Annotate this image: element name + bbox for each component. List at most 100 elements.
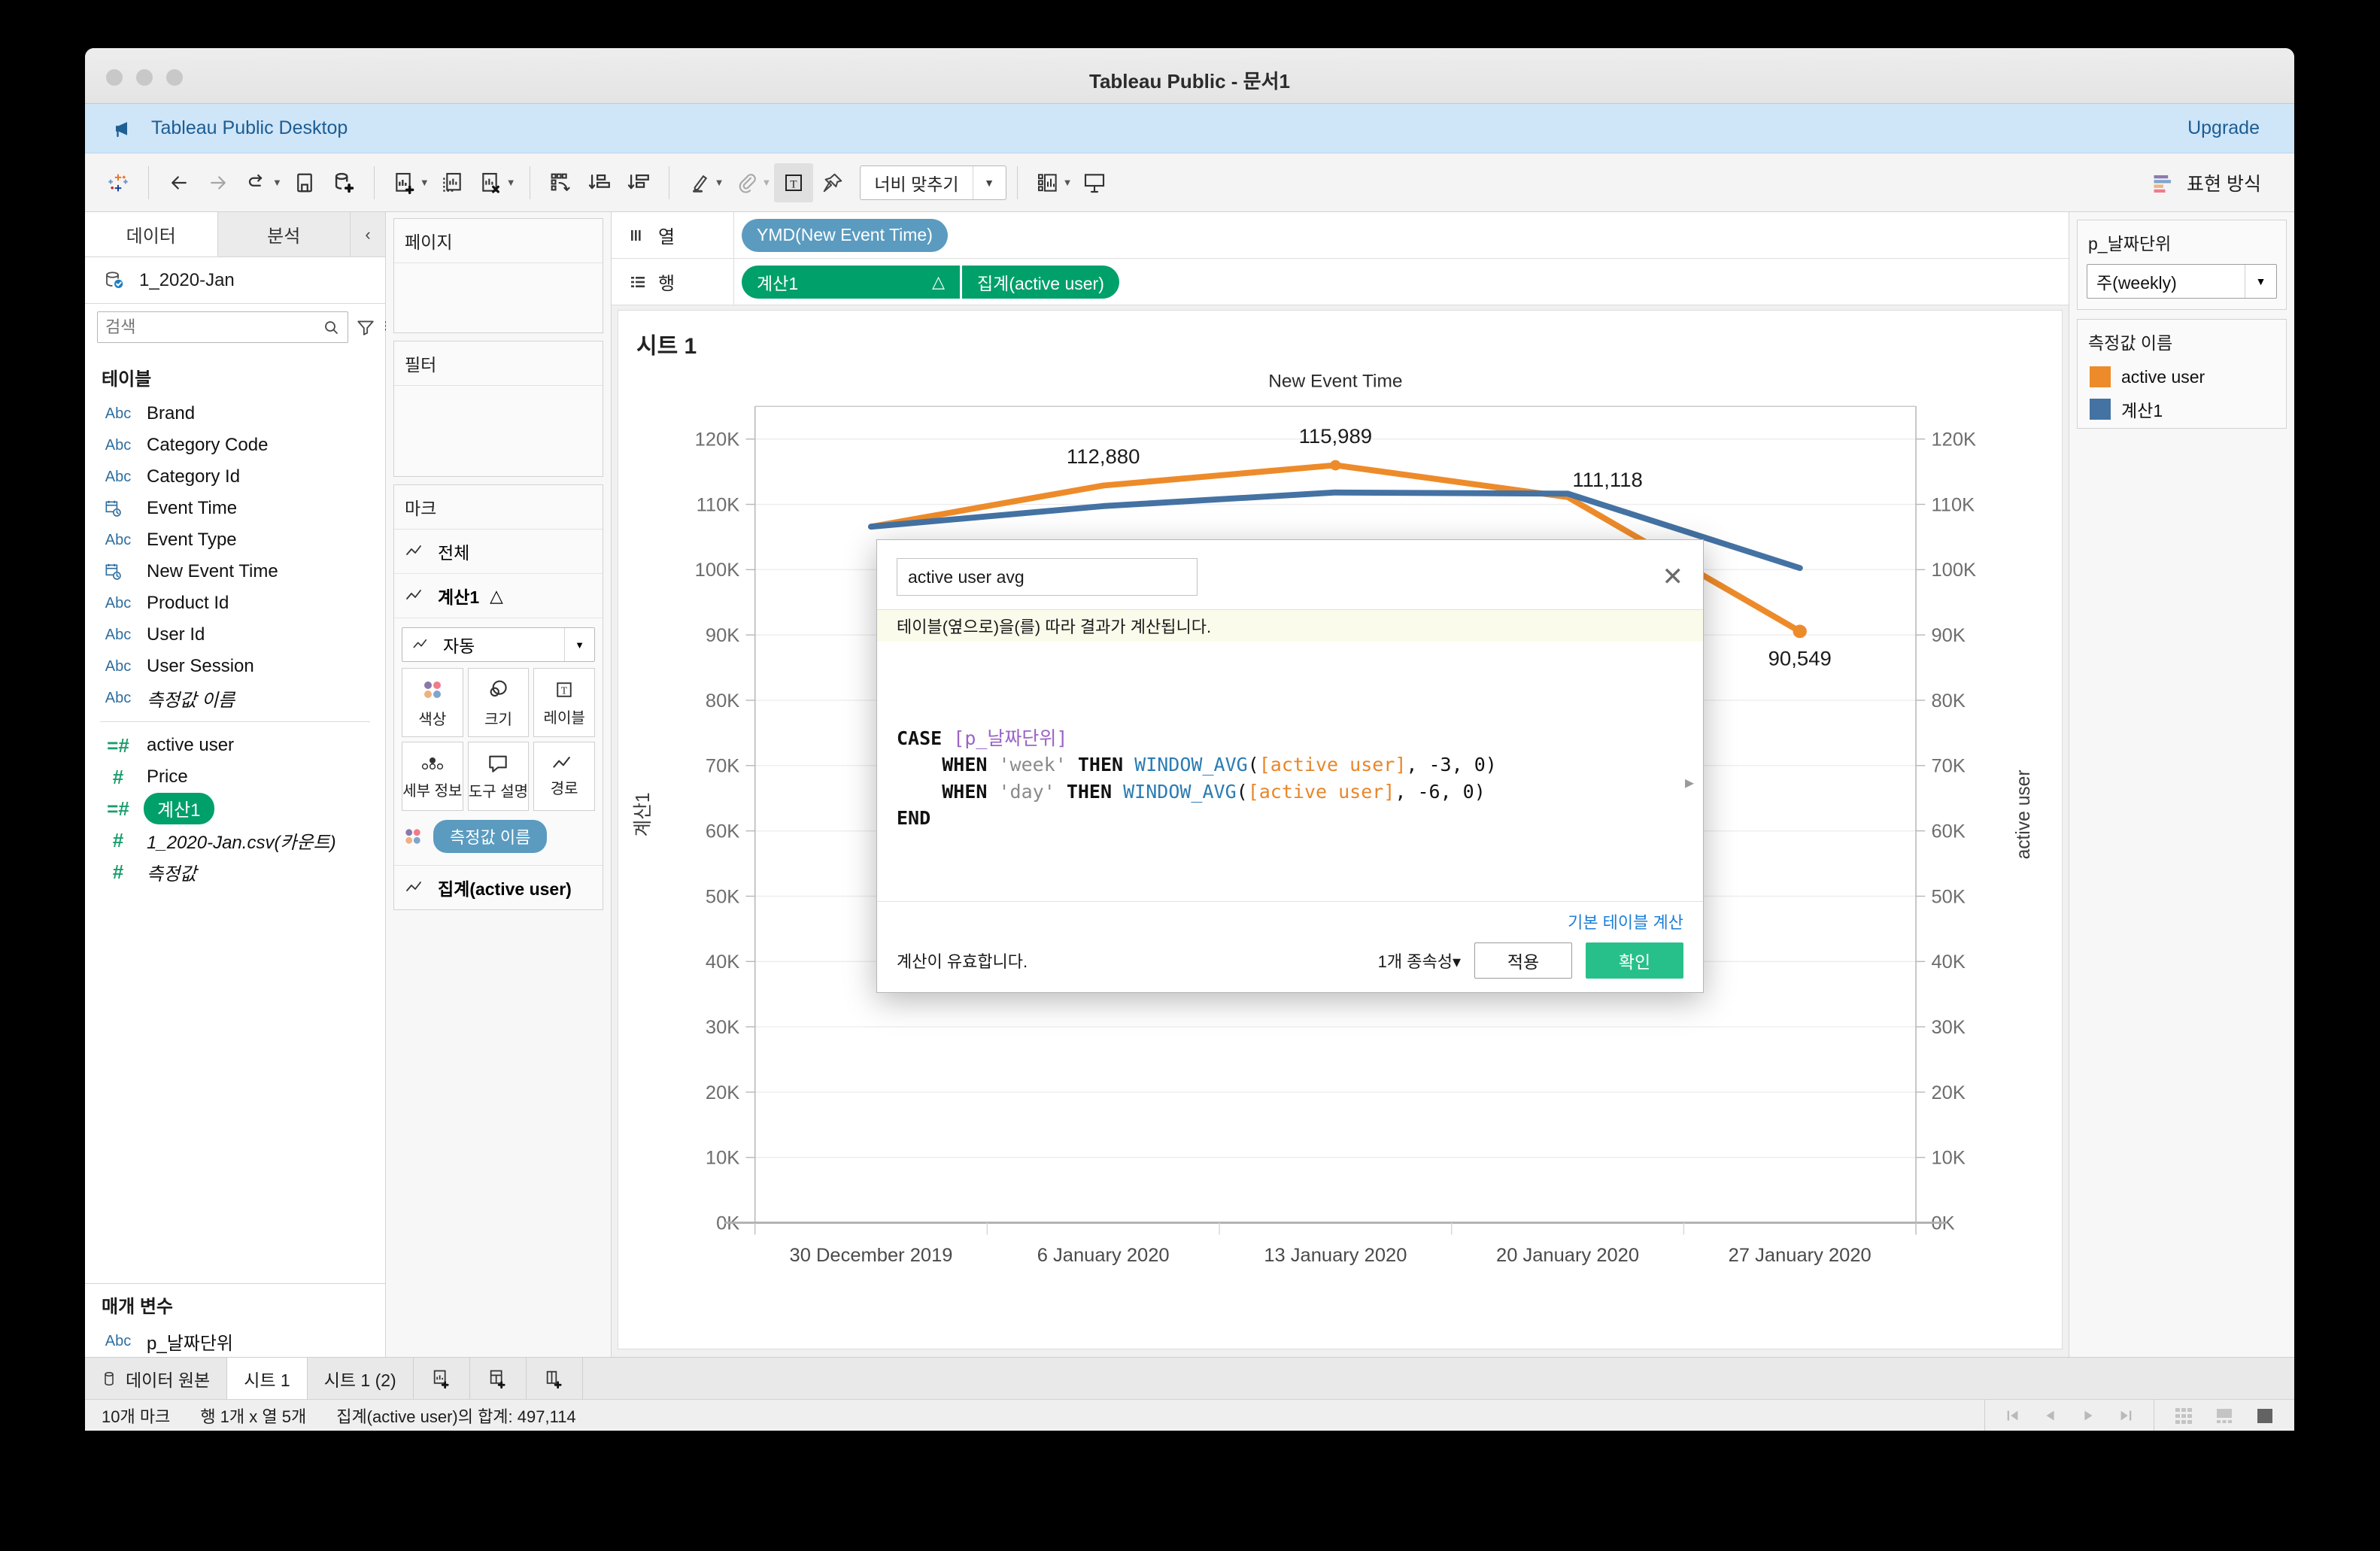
label-shelf-button[interactable]: T 레이블	[533, 668, 595, 737]
new-worksheet-tab-button[interactable]	[414, 1358, 470, 1399]
measure-field[interactable]: =# 계산1	[85, 793, 385, 824]
datasource-tab[interactable]: 데이터 원본	[85, 1358, 228, 1399]
chevron-down-icon[interactable]: ▾	[1452, 952, 1461, 971]
close-icon[interactable]: ✕	[1662, 563, 1684, 591]
show-cards-icon[interactable]	[1028, 163, 1067, 202]
new-story-tab-button[interactable]	[527, 1358, 583, 1399]
page-nav-controls[interactable]	[1984, 1400, 2154, 1431]
calculation-editor-dialog[interactable]: ✕ 테이블(옆으로)을(를) 따라 결과가 계산됩니다. ▶ CASE [p_날…	[876, 539, 1704, 993]
expand-right-icon[interactable]: ▶	[1684, 772, 1694, 791]
forward-arrow-icon[interactable]	[199, 163, 238, 202]
calculation-formula-editor[interactable]: ▶ CASE [p_날짜단위] WHEN 'week' THEN WINDOW_…	[877, 642, 1703, 901]
window-controls[interactable]	[106, 69, 183, 86]
view-mode-controls[interactable]	[2154, 1400, 2294, 1431]
new-worksheet-caret-icon[interactable]: ▼	[419, 177, 430, 188]
measure-field[interactable]: # Price	[85, 761, 385, 793]
tooltip-shelf-button[interactable]: 도구 설명	[467, 742, 530, 811]
tab-analytics[interactable]: 분석	[217, 212, 351, 256]
show-cards-caret-icon[interactable]: ▼	[1062, 177, 1073, 188]
new-data-source-icon[interactable]	[324, 163, 363, 202]
card-view-icon[interactable]	[2215, 1406, 2234, 1425]
maximize-window-button[interactable]	[166, 69, 183, 86]
default-table-calc-link[interactable]: 기본 테이블 계산	[1568, 913, 1683, 932]
columns-dropzone[interactable]: YMD(New Event Time)	[733, 212, 2069, 258]
mark-row-calc1[interactable]: 계산1 △	[394, 574, 603, 618]
dimension-field[interactable]: Abc Category Id	[85, 461, 385, 493]
size-shelf-button[interactable]: 크기	[467, 668, 530, 737]
presentation-icon[interactable]	[1075, 163, 1114, 202]
attach-icon[interactable]	[727, 163, 767, 202]
sheet-tab-1-2[interactable]: 시트 1 (2)	[308, 1358, 414, 1399]
dependency-dropdown[interactable]: 1개 종속성▾	[1378, 949, 1461, 973]
duplicate-sheet-icon[interactable]	[433, 163, 472, 202]
sheet-tab-1[interactable]: 시트 1	[227, 1358, 308, 1399]
mark-type-selector[interactable]: 자동 ▼	[402, 627, 595, 662]
sort-descending-icon[interactable]	[619, 163, 658, 202]
color-shelf-button[interactable]: 색상	[402, 668, 463, 737]
measure-field[interactable]: #1_2020-Jan.csv(카운트)	[85, 824, 385, 856]
dimension-field[interactable]: Abc Event Type	[85, 524, 385, 556]
new-worksheet-icon[interactable]	[385, 163, 424, 202]
color-encoding-pill[interactable]: 측정값 이름	[433, 820, 548, 853]
new-dashboard-tab-button[interactable]	[470, 1358, 527, 1399]
dimension-field[interactable]: Abc Brand	[85, 398, 385, 429]
data-point[interactable]	[1330, 460, 1341, 471]
dimension-field[interactable]: Abc Product Id	[85, 587, 385, 619]
undo-redo-caret-icon[interactable]: ▼	[272, 177, 282, 188]
mark-row-all[interactable]: 전체	[394, 530, 603, 574]
dimension-field[interactable]: Abc Category Code	[85, 429, 385, 461]
attach-caret-icon[interactable]: ▼	[761, 177, 772, 188]
line-chart[interactable]: New Event Time 0K 0K 10K 10K 20K 20K 30K 30K 40K 4…	[618, 371, 2062, 1349]
text-label-icon[interactable]: T	[774, 162, 814, 202]
upgrade-link[interactable]: Upgrade	[2187, 117, 2260, 138]
clear-sheet-caret-icon[interactable]: ▼	[505, 177, 516, 188]
path-shelf-button[interactable]: 경로	[533, 742, 595, 811]
first-page-icon[interactable]	[2005, 1407, 2021, 1424]
search-icon[interactable]	[322, 318, 340, 336]
ok-button[interactable]: 확인	[1586, 942, 1683, 979]
tab-data[interactable]: 데이터	[85, 212, 218, 256]
pages-dropzone[interactable]	[394, 263, 603, 332]
back-arrow-icon[interactable]	[159, 163, 199, 202]
grid-view-icon[interactable]	[2174, 1406, 2193, 1425]
swap-rows-cols-icon[interactable]	[541, 163, 580, 202]
chevron-down-icon[interactable]: ▼	[972, 165, 1006, 199]
dimension-field[interactable]: Abc User Session	[85, 651, 385, 682]
last-page-icon[interactable]	[2117, 1407, 2134, 1424]
highlight-icon[interactable]	[680, 163, 719, 202]
pin-icon[interactable]	[813, 163, 852, 202]
dimension-field[interactable]: Abc 측정값 이름	[85, 682, 385, 714]
chevron-down-icon[interactable]: ▼	[2245, 265, 2276, 298]
search-input[interactable]	[97, 311, 348, 343]
apply-button[interactable]: 적용	[1474, 942, 1572, 979]
series-line-2[interactable]	[867, 489, 1803, 572]
undo-redo-icon[interactable]	[238, 163, 277, 202]
save-icon[interactable]	[285, 163, 324, 202]
calculation-name-input[interactable]	[897, 558, 1198, 596]
fit-selector[interactable]: 너비 맞추기 ▼	[860, 165, 1006, 200]
dimension-field[interactable]: Abc User Id	[85, 619, 385, 651]
legend-item[interactable]: active user	[2078, 363, 2286, 393]
parameter-item[interactable]: Abc p_날짜단위	[85, 1325, 385, 1357]
search-field[interactable]	[105, 317, 322, 337]
dimension-field[interactable]: Event Time	[85, 493, 385, 524]
dimension-field[interactable]: New Event Time	[85, 556, 385, 587]
mark-row-agg-active-user[interactable]: 집계(active user)	[394, 865, 603, 909]
detail-shelf-button[interactable]: 세부 정보	[402, 742, 463, 811]
tableau-logo-icon[interactable]	[99, 163, 138, 202]
show-me-button[interactable]: 표현 방식	[2151, 169, 2281, 196]
minimize-window-button[interactable]	[136, 69, 153, 86]
pill-agg-active-user[interactable]: 집계(active user)	[962, 265, 1119, 299]
data-point[interactable]	[1793, 624, 1807, 639]
pill-ymd-new-event-time[interactable]: YMD(New Event Time)	[742, 218, 948, 252]
chevron-left-icon[interactable]: ‹	[351, 212, 385, 256]
measure-field[interactable]: # 측정값	[85, 856, 385, 888]
pill-calc1[interactable]: 계산1 △	[742, 265, 960, 299]
chevron-down-icon[interactable]: ▼	[564, 628, 594, 661]
fullscreen-icon[interactable]	[2255, 1406, 2275, 1425]
filters-dropzone[interactable]	[394, 386, 603, 476]
next-page-icon[interactable]	[2080, 1407, 2096, 1424]
measure-field[interactable]: =# active user	[85, 730, 385, 761]
prev-page-icon[interactable]	[2042, 1407, 2059, 1424]
close-window-button[interactable]	[106, 69, 123, 86]
